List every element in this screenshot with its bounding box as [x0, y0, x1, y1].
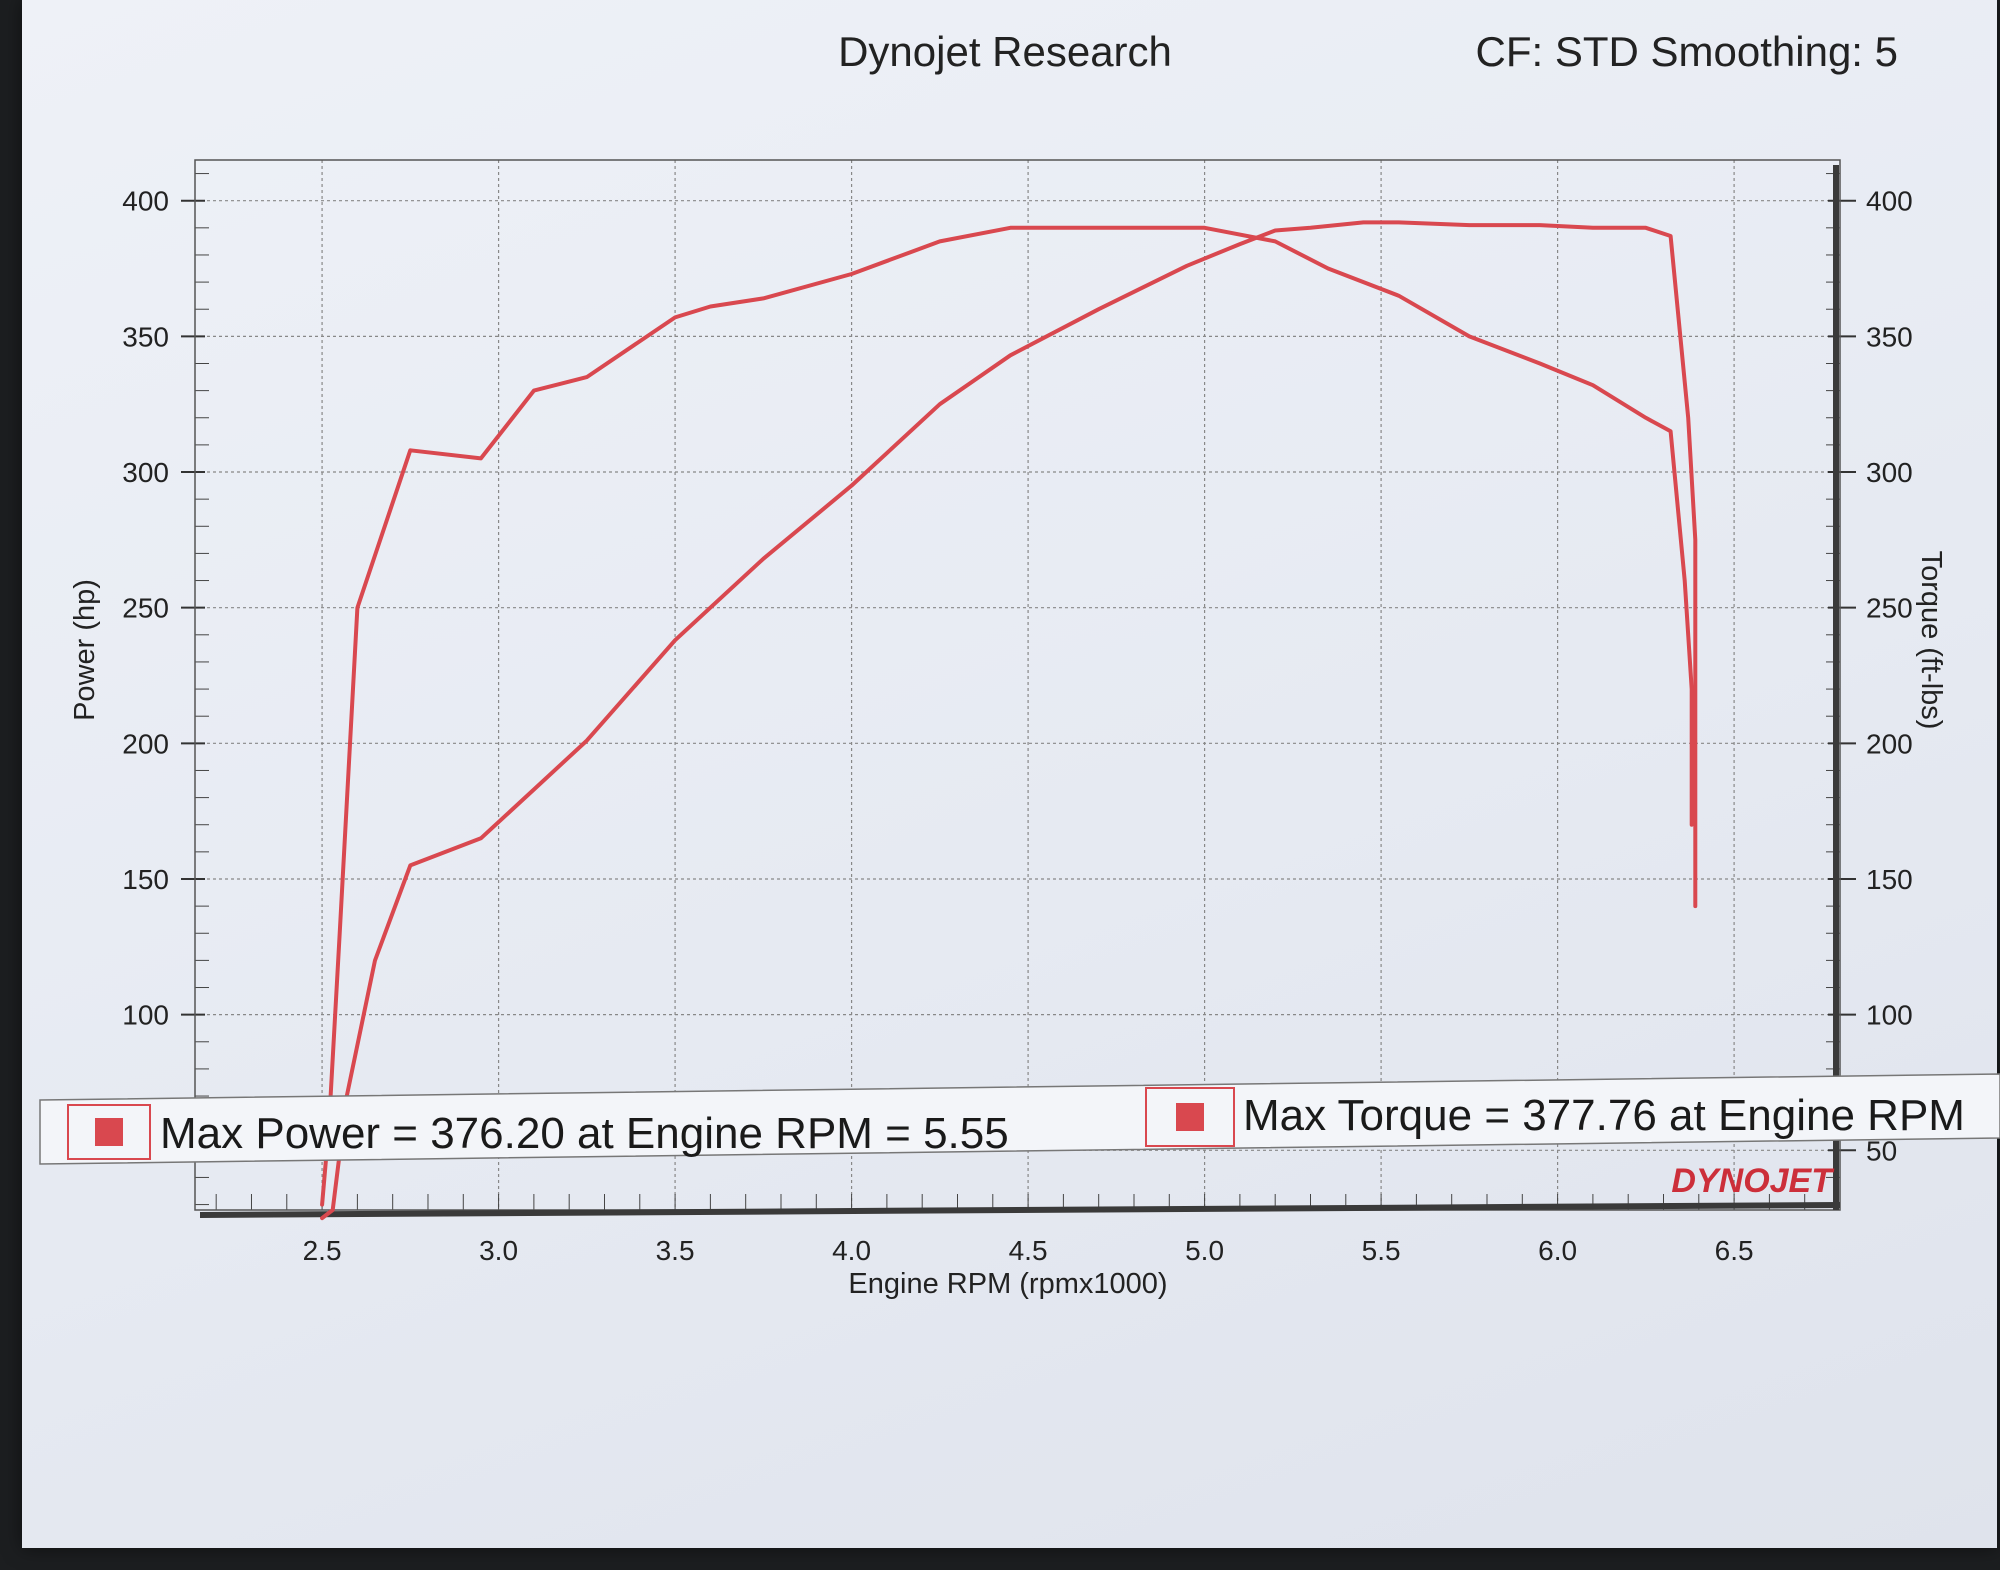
chart-title: Dynojet Research: [838, 28, 1172, 75]
y2-tick-label: 300: [1866, 457, 1913, 488]
y-tick-label: 350: [122, 321, 169, 352]
y2-tick-label: 400: [1866, 186, 1913, 217]
tick-labels: 2.5 3.0 3.5 4.0 4.5 5.0 5.5 6.0 6.5 50 100 150 200 25…: [122, 186, 1912, 1266]
torque-curve: [320, 225, 1694, 1207]
power-legend-swatch: [95, 1118, 123, 1146]
y2-tick-label: 200: [1866, 728, 1913, 759]
x-tick-label: 3.0: [479, 1235, 518, 1266]
minor-ticks: [195, 173, 1840, 1210]
x-tick-label: 5.0: [1185, 1235, 1224, 1266]
y2-tick-label: 50: [1866, 1135, 1897, 1166]
y-tick-label: 100: [122, 1000, 169, 1031]
x-tick-label: 2.5: [303, 1235, 342, 1266]
chart-settings: CF: STD Smoothing: 5: [1476, 28, 1898, 75]
x-tick-label: 6.5: [1715, 1235, 1754, 1266]
y-tick-label: 250: [122, 593, 169, 624]
y2-tick-label: 350: [1866, 321, 1913, 352]
torque-legend-swatch: [1176, 1103, 1204, 1131]
x-axis-line: [199, 1202, 1841, 1218]
plot-frame: [194, 159, 1841, 1211]
y-tick-label: 300: [122, 457, 169, 488]
y2-tick-label: 100: [1866, 1000, 1913, 1031]
legend-strip: Max Power = 376.20 at Engine RPM = 5.55 …: [39, 1073, 2000, 1165]
y-tick-label: 200: [122, 728, 169, 759]
x-tick-label: 3.5: [656, 1235, 695, 1266]
dynojet-logo: DYNOJET: [1671, 1162, 1835, 1200]
grid: [181, 160, 1856, 1210]
max-power-label: Max Power = 376.20 at Engine RPM = 5.55: [160, 1109, 1009, 1158]
x-axis-label: Engine RPM (rpmx1000): [848, 1268, 1167, 1300]
x-tick-label: 4.5: [1009, 1235, 1048, 1266]
torque-legend-box: [1145, 1087, 1235, 1147]
dyno-sheet: [22, 0, 1997, 1548]
y2-axis-label: Torque (ft-lbs): [1915, 551, 1947, 730]
x-tick-label: 6.0: [1538, 1235, 1577, 1266]
power-curve: [320, 220, 1698, 1221]
y-tick-label: 400: [122, 186, 169, 217]
y-tick-label: 150: [122, 864, 169, 895]
series-group: [320, 220, 1698, 1221]
y-axis-label: Power (hp): [69, 579, 101, 721]
x-tick-label: 4.0: [832, 1235, 871, 1266]
y2-tick-label: 250: [1866, 593, 1913, 624]
x-tick-label: 5.5: [1362, 1235, 1401, 1266]
y2-tick-label: 150: [1866, 864, 1913, 895]
max-torque-label: Max Torque = 377.76 at Engine RPM: [1243, 1091, 1965, 1140]
power-legend-box: [67, 1104, 151, 1160]
